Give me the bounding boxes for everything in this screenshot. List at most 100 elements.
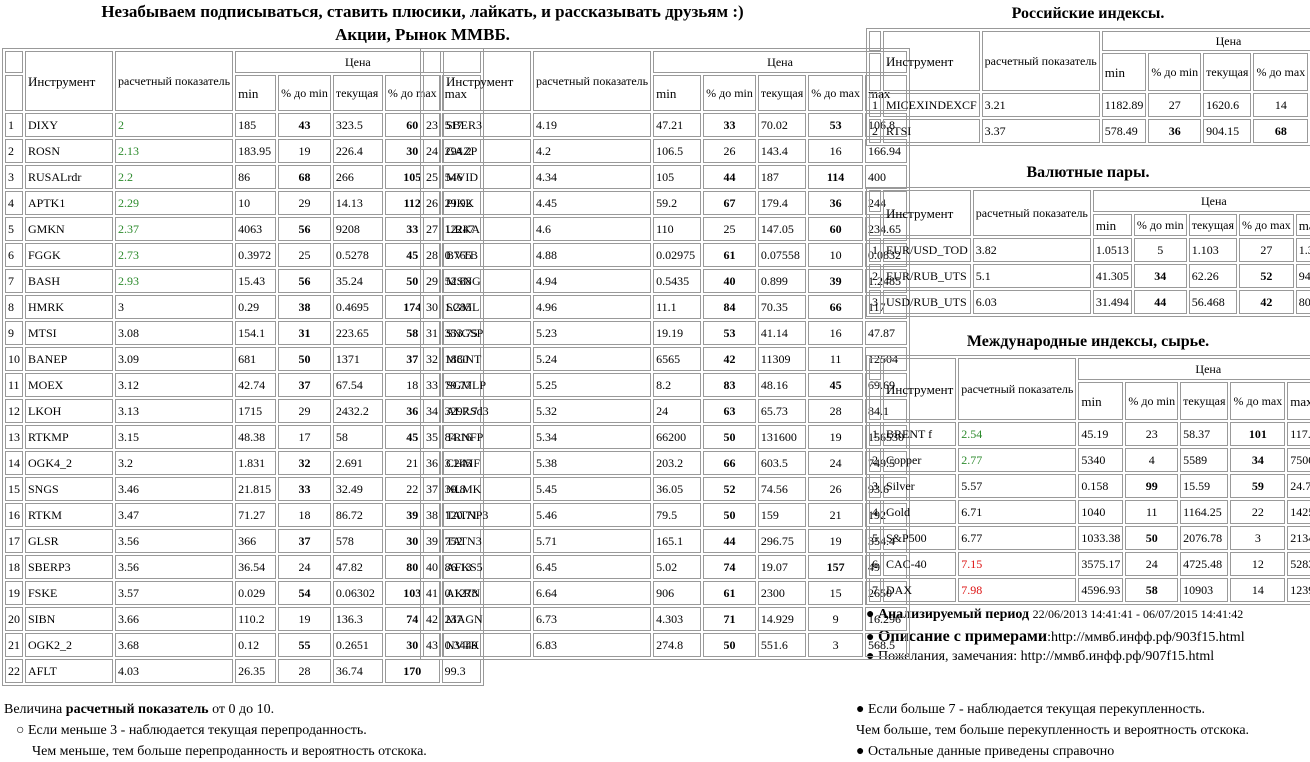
row-number: 32 — [423, 347, 441, 371]
indicator: 2.54 — [958, 422, 1077, 446]
row-number: 16 — [5, 503, 23, 527]
footer-right: ● Если больше 7 - наблюдается текущая пе… — [856, 702, 1250, 759]
pct-to-max: 37 — [384, 347, 440, 371]
pct-to-min: 18 — [278, 503, 331, 527]
table-title: Российские индексы. — [1011, 5, 1165, 22]
data-table: Инструмент расчетный показатель Цена min% д… — [2, 48, 484, 686]
row-number: 27 — [423, 217, 441, 241]
min: 578.49 — [1101, 119, 1147, 143]
min: 0.029 — [235, 581, 277, 605]
data-row: 25 MVID 4.34 105 44 187 114 400 — [423, 165, 907, 189]
pct-to-max: 11 — [808, 347, 863, 371]
column-header: % до min — [1148, 53, 1202, 91]
pct-to-max: 34 — [1230, 448, 1286, 472]
min: 8.2 — [653, 373, 702, 397]
instrument: SNGSP — [443, 321, 531, 345]
instrument: OGK2_2 — [25, 633, 113, 657]
row-number: 17 — [5, 529, 23, 553]
row-number: 19 — [5, 581, 23, 605]
pct-to-min: 50 — [1125, 526, 1179, 550]
column-header: min — [1078, 382, 1124, 420]
data-row: 4 APTK1 2.29 10 29 14.13 112 29.92 — [5, 191, 481, 215]
row-number: 13 — [5, 425, 23, 449]
min: 45.19 — [1078, 422, 1124, 446]
instrument: S&P500 — [883, 526, 957, 550]
column-header: Цена — [653, 51, 907, 73]
data-row: 23 SBER3 4.19 47.21 33 70.02 53 106.8 — [423, 113, 907, 137]
instrument: Gold — [883, 500, 957, 524]
table-body: Инструмент расчетный показатель Цена min% д… — [869, 190, 1310, 314]
current: 35.24 — [332, 269, 383, 293]
pct-to-max: 39 — [384, 503, 440, 527]
min: 11.1 — [653, 295, 702, 319]
max: 117 — [864, 295, 907, 319]
row-number: 7 — [5, 269, 23, 293]
pct-to-min: 24 — [278, 555, 331, 579]
current: 10903 — [1180, 578, 1229, 602]
instrument: NVTK — [443, 633, 531, 657]
pct-to-min: 44 — [703, 165, 756, 189]
max: 1.2485 — [864, 269, 907, 293]
footer-bullet: Если меньше 3 - наблюдается текущая пере… — [27, 723, 367, 738]
indicator: 2.29 — [115, 191, 234, 215]
pct-to-max: 170 — [384, 659, 440, 683]
pct-to-max: 24 — [808, 451, 863, 475]
row-number: 21 — [5, 633, 23, 657]
current: 47.82 — [332, 555, 383, 579]
pct-to-max: 15 — [808, 581, 863, 605]
row-number: 22 — [5, 659, 23, 683]
indicator: 3.68 — [115, 633, 234, 657]
column-header: текущая — [1188, 214, 1238, 236]
min: 4596.93 — [1078, 578, 1124, 602]
pct-to-max: 14 — [1230, 578, 1286, 602]
data-row: 24 GAZP 4.2 106.5 26 143.4 16 166.94 — [423, 139, 907, 163]
data-row: 34 ALRSd3 5.32 24 63 65.73 28 84.1 — [423, 399, 907, 423]
pct-to-min: 24 — [1125, 552, 1179, 576]
pct-to-max: 103 — [384, 581, 440, 605]
pct-to-min: 58 — [1125, 578, 1179, 602]
instrument: APTK1 — [25, 191, 113, 215]
min: 59.2 — [653, 191, 702, 215]
indicator: 4.34 — [533, 165, 652, 189]
current: 551.6 — [757, 633, 807, 657]
min: 71.27 — [235, 503, 277, 527]
pct-to-min: 56 — [278, 217, 331, 241]
indicator: 3.47 — [115, 503, 234, 527]
indicator: 3.2 — [115, 451, 234, 475]
data-row: 31 SNGSP 5.23 19.19 53 41.14 16 47.87 — [423, 321, 907, 345]
pct-to-min: 11 — [1125, 500, 1179, 524]
indicator: 5.25 — [533, 373, 652, 397]
column-header: min — [1101, 53, 1147, 91]
current: 65.73 — [757, 399, 807, 423]
current: 5589 — [1180, 448, 1229, 472]
instrument: MICEXINDEXCF — [883, 93, 980, 117]
data-table: Инструмент расчетный показатель Цена min% д… — [866, 28, 1310, 146]
instrument: PIKK — [443, 191, 531, 215]
footer-note: Чем меньше, тем больше перепроданность и… — [32, 744, 427, 759]
pct-to-max: 60 — [384, 113, 440, 137]
data-row: 1 DIXY 2 185 43 323.5 60 517 — [5, 113, 481, 137]
min: 3575.17 — [1078, 552, 1124, 576]
data-row: 21 OGK2_2 3.68 0.12 55 0.2651 30 0.3449 — [5, 633, 481, 657]
indicator: 4.03 — [115, 659, 234, 683]
instrument: BASH — [25, 269, 113, 293]
data-row: 37 NLMK 5.45 36.05 52 74.56 26 93.6 — [423, 477, 907, 501]
pct-to-max: 16 — [808, 321, 863, 345]
row-number: 37 — [423, 477, 441, 501]
min: 15.43 — [235, 269, 277, 293]
instrument: ROSN — [25, 139, 113, 163]
min: 4063 — [235, 217, 277, 241]
max: 47.87 — [864, 321, 907, 345]
pct-to-min: 63 — [703, 399, 756, 423]
current: 0.4695 — [332, 295, 383, 319]
indicator: 3.57 — [115, 581, 234, 605]
indicator: 2.77 — [958, 448, 1077, 472]
current: 131600 — [757, 425, 807, 449]
data-row: 6 FGGK 2.73 0.3972 25 0.5278 45 0.765 — [5, 243, 481, 267]
current: 0.06302 — [332, 581, 383, 605]
current: 136.3 — [332, 607, 383, 631]
min: 10 — [235, 191, 277, 215]
pct-to-min: 40 — [703, 269, 756, 293]
